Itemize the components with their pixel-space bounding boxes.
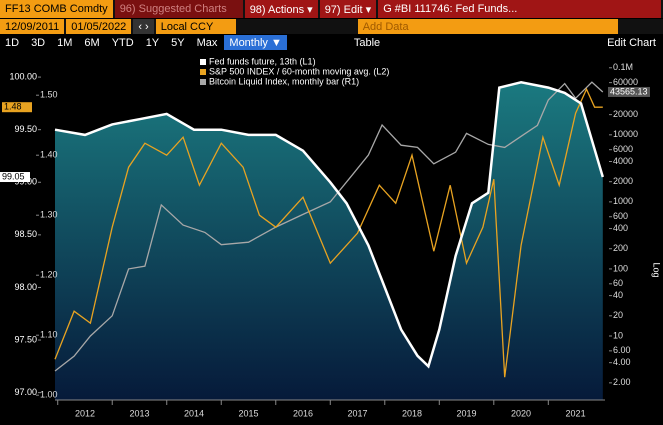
last-value-tag (2, 102, 32, 113)
y3ticks-label: 40 (613, 290, 623, 300)
yticks-label: 97.50 (14, 334, 37, 344)
title-bar: FF13 COMB Comdty 96) Suggested Charts 98… (0, 0, 663, 18)
last-value-label: 1.48 (4, 102, 22, 112)
yticks-label: 97.00 (14, 387, 37, 397)
y3ticks-label: 2000 (613, 176, 633, 186)
period-button[interactable]: Max (196, 36, 218, 49)
y3ticks-label: 20 (613, 310, 623, 320)
y3ticks-label: 60000 (613, 77, 638, 87)
y3ticks-label: 20000 (613, 109, 638, 119)
y3ticks-label: 4.00 (613, 357, 631, 367)
legend-swatch (200, 69, 206, 75)
yticks-label: 98.00 (14, 282, 37, 292)
period-button[interactable]: 1Y (145, 36, 160, 49)
y3ticks-label: 400 (613, 223, 628, 233)
area-fill (55, 82, 603, 401)
chart-name: G #BI 111746: Fed Funds... (378, 0, 661, 18)
add-data[interactable]: Add Data (357, 19, 618, 34)
last-value-label: 99.05 (2, 171, 25, 181)
y2ticks-label: 1.00 (40, 390, 58, 400)
yticks-label: 99.50 (14, 124, 37, 134)
x-tick-label: 2018 (402, 408, 422, 418)
date-bar: 12/09/2011 01/05/2022 ‹ › Local CCY Add … (0, 19, 663, 34)
start-date[interactable]: 12/09/2011 (0, 19, 65, 34)
y2ticks-label: 1.20 (40, 270, 58, 280)
frequency[interactable]: Monthly ▼ (224, 35, 287, 50)
period-button[interactable]: 6M (84, 36, 100, 49)
y3ticks-label: 60 (613, 278, 623, 288)
y3ticks-label: 100 (613, 263, 628, 273)
currency[interactable]: Local CCY (155, 19, 236, 34)
x-tick-label: 2012 (75, 408, 95, 418)
suggested-charts[interactable]: 96) Suggested Charts (114, 0, 243, 18)
end-date[interactable]: 01/05/2022 (66, 19, 132, 34)
last-value-tag (608, 86, 650, 97)
series-line (54, 81, 604, 369)
y3ticks-label: 10 (613, 330, 623, 340)
period-bar: 1D 3D 1M 6M YTD 1Y 5Y Max Monthly ▼ Table Edit Cha… (0, 35, 663, 50)
legend-label: Fed funds future, 13th (L1) (209, 56, 316, 66)
ticker[interactable]: FF13 COMB Comdty (0, 0, 113, 18)
period-button[interactable]: 1M (57, 36, 73, 49)
actions[interactable]: 98) Actions ▾ (244, 0, 318, 18)
y3ticks-label: 1000 (613, 196, 633, 206)
y3ticks-label: 200 (613, 243, 628, 253)
y3ticks-label: 6.00 (613, 345, 631, 355)
y2ticks-label: 1.30 (40, 210, 58, 220)
y3ticks-label: 600 (613, 211, 628, 221)
table[interactable]: Table (353, 36, 381, 49)
y2ticks-label: 1.10 (40, 330, 58, 340)
legend-label: Bitcoin Liquid Index, monthly bar (R1) (209, 76, 359, 86)
chart: Log 2012 2013 2014 2015 2016 2017 2018 2019 2020… (0, 56, 662, 418)
legend-swatch (200, 59, 206, 65)
period-button[interactable]: 5Y (171, 36, 185, 49)
y3ticks-label: 2.00 (613, 377, 631, 387)
nav[interactable]: ‹ › (133, 19, 154, 34)
last-value-tag (0, 172, 30, 183)
x-tick-label: 2014 (184, 408, 204, 418)
period-button[interactable]: YTD (111, 36, 134, 49)
last-value-label: 43565.13 (610, 86, 648, 96)
edit[interactable]: 97) Edit ▾ (319, 0, 377, 18)
x-tick-label: 2019 (457, 408, 477, 418)
y3ticks-label: 10000 (613, 129, 638, 139)
series-line (54, 87, 603, 378)
series-line (54, 81, 604, 372)
y3ticks-label: 4000 (613, 156, 633, 166)
x-tick-label: 2013 (129, 408, 149, 418)
x-tick-label: 2021 (566, 408, 586, 418)
edit-chart[interactable]: Edit Chart (607, 36, 656, 49)
x-tick-label: 2020 (511, 408, 531, 418)
y3-axis-label: Log (652, 262, 662, 277)
yticks-label: 100.00 (9, 71, 37, 81)
x-tick-label: 2016 (293, 408, 313, 418)
period-button[interactable]: 3D (31, 36, 46, 49)
x-tick-label: 2015 (238, 408, 258, 418)
y2ticks-label: 1.40 (40, 150, 58, 160)
y3ticks-label: 0.1M (613, 62, 633, 72)
yticks-label: 98.50 (14, 229, 37, 239)
y3ticks-label: 6000 (613, 144, 633, 154)
x-tick-label: 2017 (348, 408, 368, 418)
legend-label: S&P 500 INDEX / 60-month moving avg. (L2… (209, 66, 389, 76)
legend-swatch (200, 79, 206, 85)
period-button[interactable]: 1D (5, 36, 20, 49)
y2ticks-label: 1.50 (40, 90, 58, 100)
